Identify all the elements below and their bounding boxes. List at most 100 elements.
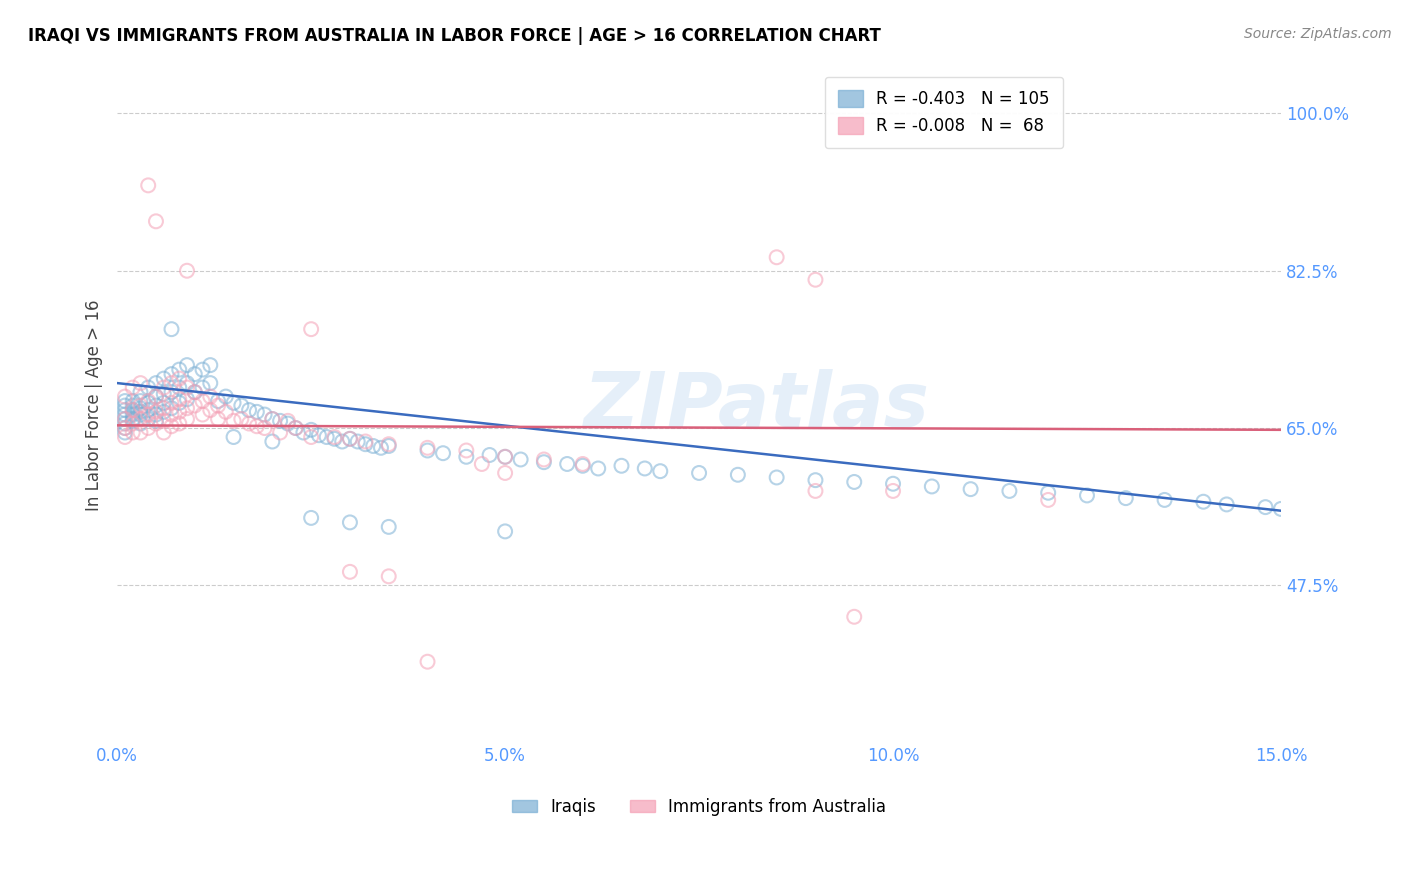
Point <box>238 417 260 431</box>
Point <box>200 390 222 404</box>
Point <box>114 408 136 422</box>
Point <box>152 401 174 416</box>
Point <box>377 569 399 583</box>
Text: IRAQI VS IMMIGRANTS FROM AUSTRALIA IN LABOR FORCE | AGE > 16 CORRELATION CHART: IRAQI VS IMMIGRANTS FROM AUSTRALIA IN LA… <box>28 27 882 45</box>
Point <box>959 482 981 496</box>
Point <box>160 419 183 434</box>
Point <box>160 385 183 400</box>
Text: ZIPatlas: ZIPatlas <box>585 368 931 442</box>
Point <box>160 376 183 390</box>
Point <box>882 483 904 498</box>
Point <box>377 439 399 453</box>
Point <box>284 421 307 435</box>
Point <box>299 322 322 336</box>
Point <box>253 421 276 435</box>
Point <box>533 452 555 467</box>
Point <box>129 405 152 419</box>
Text: Source: ZipAtlas.com: Source: ZipAtlas.com <box>1244 27 1392 41</box>
Point <box>136 178 159 193</box>
Point <box>167 405 190 419</box>
Point <box>129 408 152 422</box>
Point <box>238 403 260 417</box>
Point <box>586 461 609 475</box>
Point <box>299 423 322 437</box>
Point <box>145 414 167 428</box>
Point <box>145 399 167 413</box>
Point <box>114 412 136 426</box>
Point <box>339 432 361 446</box>
Point <box>114 421 136 435</box>
Point <box>354 437 377 451</box>
Point <box>998 483 1021 498</box>
Point <box>339 432 361 446</box>
Point <box>176 401 198 416</box>
Point <box>1192 494 1215 508</box>
Point <box>432 446 454 460</box>
Point <box>152 371 174 385</box>
Point <box>1038 485 1060 500</box>
Point <box>200 403 222 417</box>
Point <box>160 408 183 422</box>
Point <box>191 394 214 409</box>
Point <box>844 609 866 624</box>
Point <box>184 367 207 381</box>
Point <box>121 417 143 431</box>
Point <box>167 392 190 407</box>
Point <box>114 421 136 435</box>
Point <box>494 524 516 539</box>
Point <box>1153 492 1175 507</box>
Point <box>370 441 392 455</box>
Point <box>456 443 478 458</box>
Point <box>145 405 167 419</box>
Point <box>416 441 439 455</box>
Point <box>416 443 439 458</box>
Point <box>129 417 152 431</box>
Point <box>323 432 346 446</box>
Point <box>1038 492 1060 507</box>
Point <box>184 399 207 413</box>
Point <box>152 387 174 401</box>
Point <box>136 421 159 435</box>
Point <box>114 390 136 404</box>
Point <box>1270 502 1292 516</box>
Point <box>921 479 943 493</box>
Point <box>262 412 284 426</box>
Point <box>494 450 516 464</box>
Point <box>121 403 143 417</box>
Point <box>882 476 904 491</box>
Point <box>167 381 190 395</box>
Point <box>176 376 198 390</box>
Point <box>129 376 152 390</box>
Point <box>688 466 710 480</box>
Point <box>129 401 152 416</box>
Point <box>844 475 866 489</box>
Point <box>114 425 136 440</box>
Point <box>1215 498 1237 512</box>
Point <box>145 214 167 228</box>
Point <box>145 376 167 390</box>
Point <box>377 520 399 534</box>
Point <box>167 396 190 410</box>
Point <box>160 396 183 410</box>
Point <box>129 412 152 426</box>
Point <box>167 362 190 376</box>
Point <box>494 466 516 480</box>
Point <box>136 403 159 417</box>
Point <box>114 412 136 426</box>
Point <box>121 425 143 440</box>
Point <box>121 408 143 422</box>
Point <box>308 428 330 442</box>
Point <box>346 434 368 449</box>
Point <box>121 414 143 428</box>
Point <box>284 421 307 435</box>
Point <box>114 394 136 409</box>
Point <box>136 381 159 395</box>
Point <box>191 408 214 422</box>
Point <box>167 417 190 431</box>
Point <box>299 511 322 525</box>
Point <box>533 455 555 469</box>
Point <box>804 473 827 487</box>
Point <box>136 394 159 409</box>
Point <box>277 414 299 428</box>
Point <box>277 417 299 431</box>
